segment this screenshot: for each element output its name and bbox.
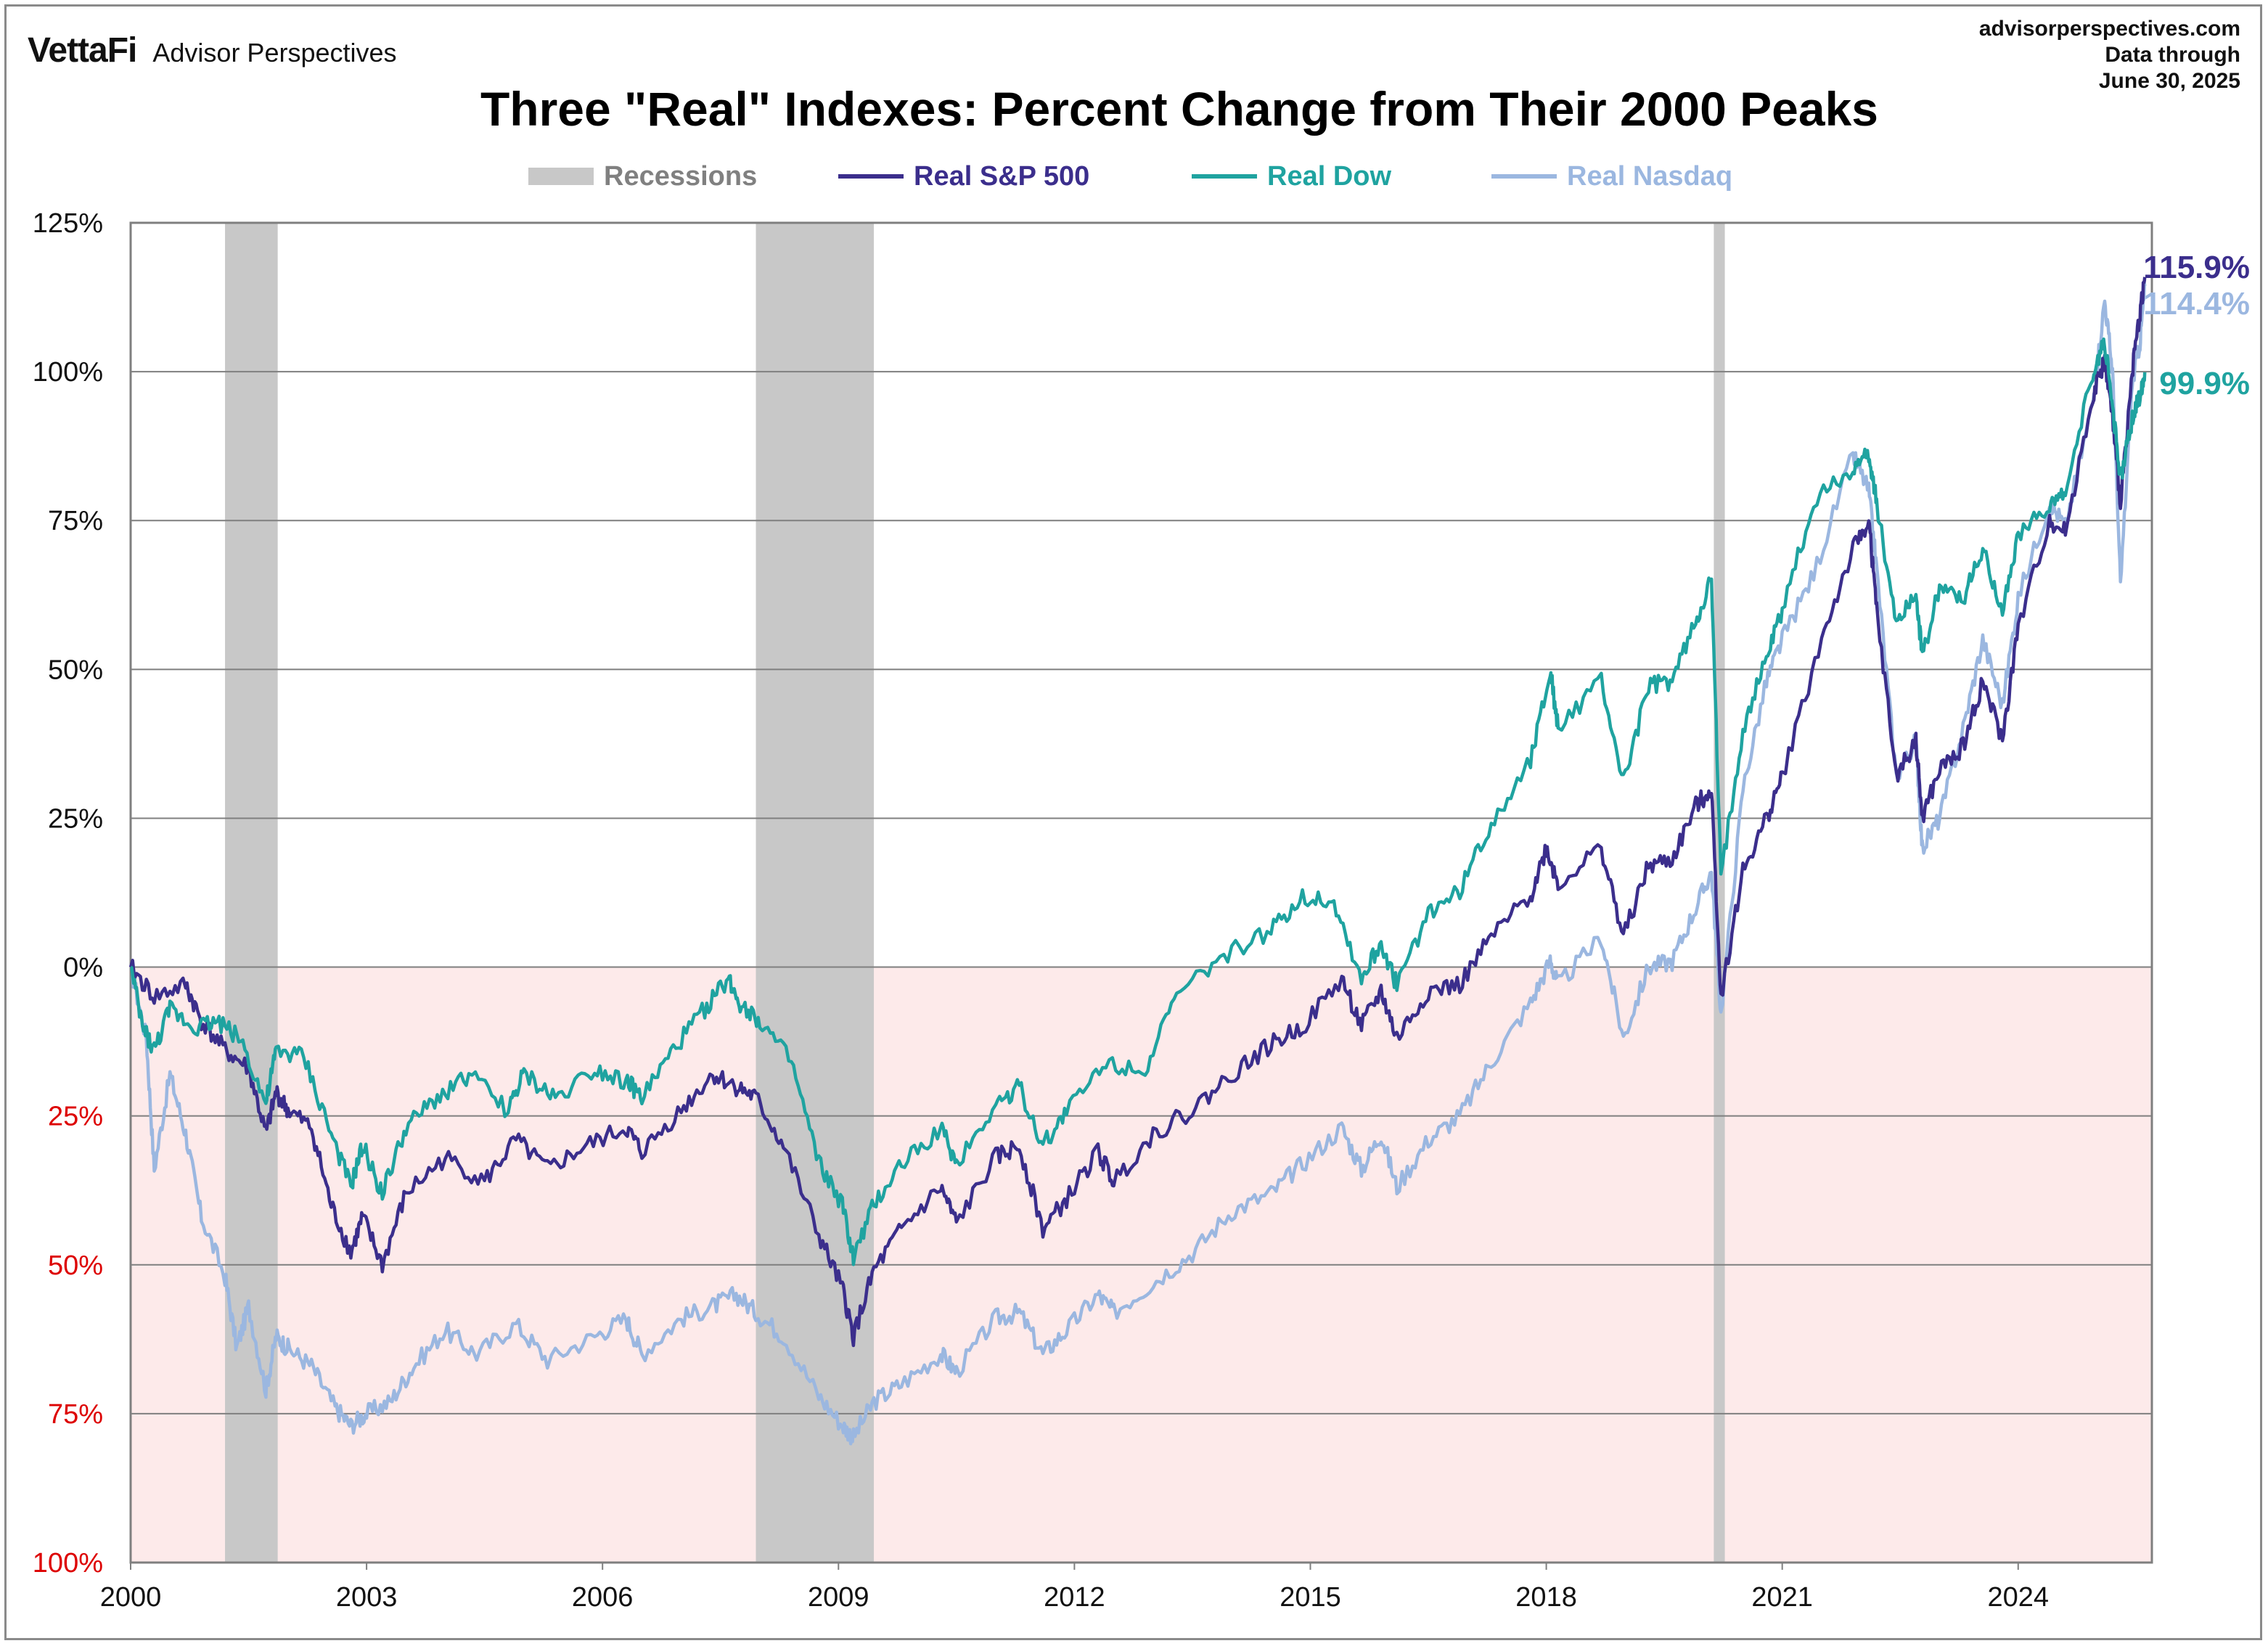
end-label-sp500: 115.9% (2143, 250, 2250, 285)
x-tick-label-7: 2021 (1751, 1582, 1813, 1613)
legend-item-sp500: Real S&P 500 (838, 158, 1089, 195)
x-tick-label-3: 2009 (808, 1582, 869, 1613)
y-tick-label-2: 75% (48, 506, 103, 536)
y-tick-label-0: 125% (33, 208, 103, 239)
legend-label-sp500: Real S&P 500 (914, 160, 1090, 192)
legend-label-recessions: Recessions (604, 160, 758, 192)
legend-item-recessions: Recessions (528, 158, 757, 195)
legend-swatch-sp500 (838, 174, 904, 179)
legend-swatch-nasdaq (1491, 174, 1557, 179)
series-line-dow (129, 337, 2147, 1266)
source-note: advisorperspectives.com Data through Jun… (1979, 16, 2240, 94)
recession-bar-2 (1714, 223, 1725, 1563)
end-label-dow: 99.9% (2159, 366, 2250, 401)
legend: Recessions Real S&P 500 Real Dow Real Na… (0, 158, 2268, 195)
brand: VettaFi Advisor Perspectives (28, 30, 397, 70)
legend-item-nasdaq: Real Nasdaq (1491, 158, 1732, 195)
recession-bar-0 (225, 223, 278, 1563)
legend-item-dow: Real Dow (1192, 158, 1391, 195)
y-tick-label-8: 75% (48, 1399, 103, 1430)
chart-frame (4, 4, 2262, 1640)
y-tick-label-5: 0% (63, 953, 103, 983)
legend-swatch-recessions (528, 168, 594, 185)
chart-title: Three "Real" Indexes: Percent Change fro… (480, 82, 1879, 136)
source-url: advisorperspectives.com (1978, 17, 2240, 41)
x-tick-label-5: 2015 (1280, 1582, 1341, 1613)
end-label-nasdaq: 114.4% (2143, 286, 2250, 322)
brand-subtitle: Advisor Perspectives (152, 38, 397, 67)
legend-swatch-dow (1192, 174, 1257, 179)
x-tick-label-0: 2000 (100, 1582, 162, 1613)
x-tick-label-6: 2018 (1515, 1582, 1577, 1613)
x-tick-label-1: 2003 (336, 1582, 398, 1613)
y-tick-label-3: 50% (48, 655, 103, 685)
y-tick-label-7: 50% (48, 1250, 103, 1281)
data-through-label: Data through (2105, 43, 2240, 67)
series-line-sp500 (128, 277, 2147, 1348)
recession-bar-1 (756, 223, 875, 1563)
y-tick-label-6: 25% (48, 1102, 103, 1132)
x-tick-label-2: 2006 (572, 1582, 634, 1613)
legend-label-nasdaq: Real Nasdaq (1567, 160, 1733, 192)
y-tick-label-1: 100% (33, 357, 103, 388)
plot-area-border (129, 221, 2153, 1564)
y-tick-label-4: 25% (48, 803, 103, 834)
x-tick-label-8: 2024 (1988, 1582, 2050, 1613)
data-through-date: June 30, 2025 (2098, 69, 2240, 93)
legend-label-dow: Real Dow (1267, 160, 1392, 192)
vettafi-logo: VettaFi (28, 31, 137, 70)
x-tick-label-4: 2012 (1044, 1582, 1105, 1613)
y-tick-label-9: 100% (33, 1548, 103, 1579)
